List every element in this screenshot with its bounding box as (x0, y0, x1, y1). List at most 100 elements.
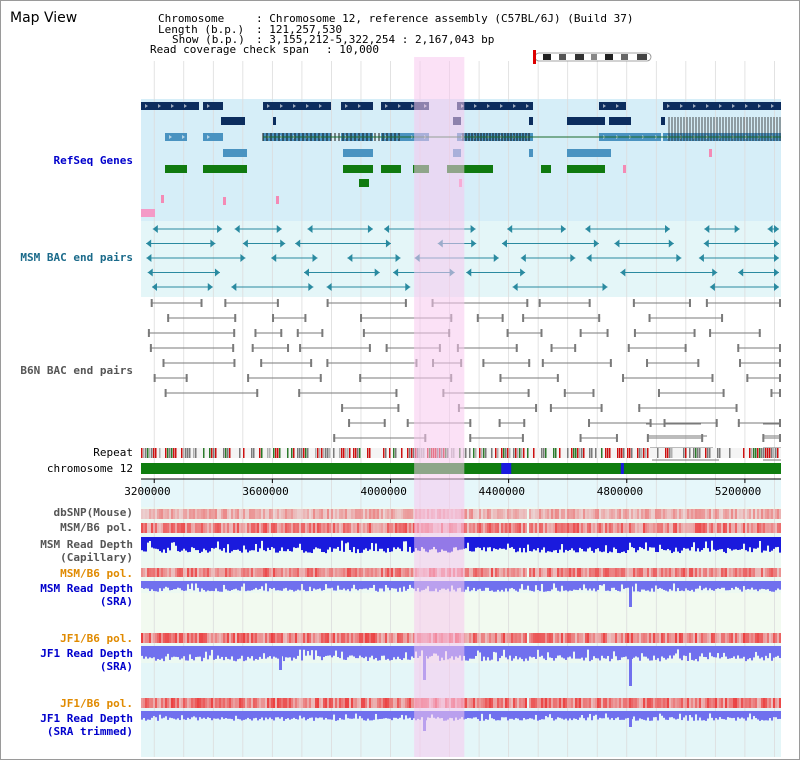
polymorphism-bin (241, 568, 243, 577)
depth-bin (177, 537, 179, 552)
polymorphism-bin (253, 633, 255, 643)
depth-bin (643, 711, 645, 720)
depth-bin (613, 581, 615, 588)
polymorphism-bin (247, 568, 249, 577)
depth-bin (333, 711, 335, 715)
polymorphism-bin (479, 509, 481, 519)
depth-bin (539, 537, 541, 553)
polymorphism-bin (387, 633, 389, 643)
polymorphism-bin (271, 509, 273, 519)
polymorphism-bin (245, 568, 247, 577)
polymorphism-bin (205, 568, 207, 577)
polymorphism-bin (543, 509, 545, 519)
polymorphism-bin (645, 698, 647, 708)
polymorphism-bin (371, 509, 373, 519)
polymorphism-bin (725, 509, 727, 519)
polymorphism-bin (617, 568, 619, 577)
polymorphism-bin (401, 523, 403, 533)
depth-bin (499, 711, 501, 721)
polymorphism-bin (173, 633, 175, 643)
depth-bin (173, 711, 175, 719)
polymorphism-bin (631, 568, 633, 577)
polymorphism-bin (321, 633, 323, 643)
polymorphism-bin (707, 568, 709, 577)
b6n-bac-end-pairs-track (147, 299, 781, 461)
polymorphism-bin (685, 509, 687, 519)
polymorphism-bin (237, 509, 239, 519)
polymorphism-bin (185, 509, 187, 519)
depth-bin (549, 581, 551, 592)
polymorphism-bin (729, 633, 731, 643)
depth-bin (185, 646, 187, 661)
polymorphism-bin (511, 568, 513, 577)
depth-bin (655, 646, 657, 660)
polymorphism-bin (585, 509, 587, 519)
depth-bin (167, 537, 169, 548)
repeat-element (755, 448, 757, 458)
polymorphism-bin (265, 523, 267, 533)
depth-bin (599, 537, 601, 552)
strand-arrow (385, 104, 388, 108)
polymorphism-bin (355, 633, 357, 643)
depth-bin (553, 646, 555, 661)
polymorphism-bin (221, 568, 223, 577)
repeat-element (243, 448, 245, 458)
polymorphism-bin (381, 523, 383, 533)
polymorphism-bin (585, 698, 587, 708)
depth-bin (615, 537, 617, 550)
polymorphism-bin (323, 633, 325, 643)
polymorphism-bin (729, 509, 731, 519)
polymorphism-bin (545, 509, 547, 519)
polymorphism-bin (645, 568, 647, 577)
depth-bin (283, 646, 285, 662)
depth-bin (345, 711, 347, 715)
depth-bin (399, 537, 401, 549)
depth-bin (219, 646, 221, 659)
depth-bin (325, 581, 327, 585)
polymorphism-bin (759, 523, 761, 533)
depth-bin (721, 711, 723, 719)
depth-bin (541, 537, 543, 550)
polymorphism-bin (405, 698, 407, 708)
bac-end-marker (737, 419, 740, 427)
polymorphism-bin (565, 633, 567, 643)
show-label: Show (b.p.) (172, 33, 245, 46)
polymorphism-bin (771, 509, 773, 519)
depth-bin (607, 646, 609, 656)
polymorphism-bin (623, 523, 625, 533)
depth-bin (531, 711, 533, 719)
depth-bin (175, 581, 177, 590)
polymorphism-bin (605, 633, 607, 643)
polymorphism-bin (653, 698, 655, 708)
polymorphism-bin (565, 698, 567, 708)
depth-bin (253, 537, 255, 551)
bac-end-marker (498, 419, 501, 427)
chromosome-ideogram[interactable] (529, 50, 655, 64)
depth-bin (511, 581, 513, 588)
depth-bin (285, 581, 287, 588)
polymorphism-bin (545, 523, 547, 533)
depth-bin (735, 646, 737, 659)
polymorphism-bin (605, 509, 607, 519)
polymorphism-bin (313, 509, 315, 519)
msm-bac-label: MSM BAC end pairs (20, 251, 133, 264)
depth-bin (575, 537, 577, 553)
polymorphism-bin (351, 568, 353, 577)
polymorphism-bin (567, 523, 569, 533)
depth-bin (203, 711, 205, 718)
polymorphism-bin (687, 568, 689, 577)
polymorphism-bin (715, 698, 717, 708)
polymorphism-bin (677, 568, 679, 577)
depth-bin (677, 711, 679, 719)
bac-end-marker (540, 329, 543, 337)
bac-end-marker (362, 329, 365, 337)
polymorphism-bin (749, 568, 751, 577)
depth-bin (217, 711, 219, 719)
polymorphism-bin (309, 698, 311, 708)
depth-bin (303, 711, 305, 718)
depth-bin (673, 646, 675, 656)
depth-bin (701, 537, 703, 551)
polymorphism-bin (175, 568, 177, 577)
bac-end-marker (523, 419, 526, 427)
